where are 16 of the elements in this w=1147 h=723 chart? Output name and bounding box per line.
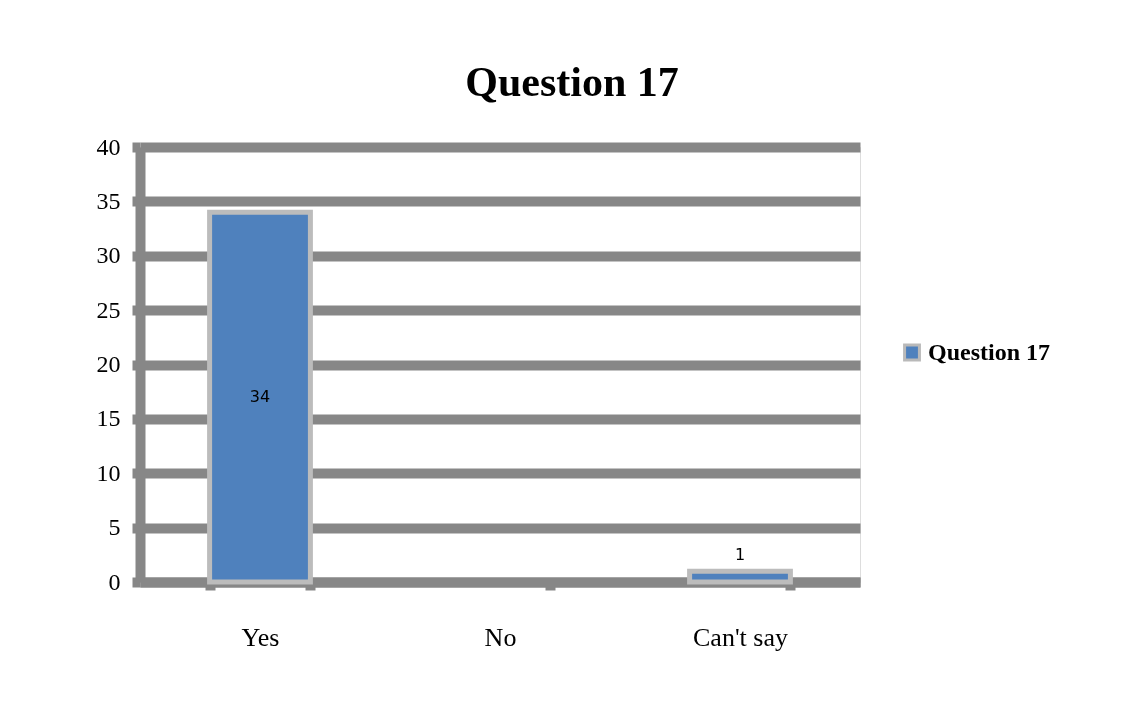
chart-title: Question 17	[465, 59, 679, 105]
y-tick-label: 15	[96, 405, 121, 432]
y-tick-label: 40	[96, 133, 121, 160]
legend-label: Question 17	[928, 338, 1051, 365]
y-tick-label: 25	[96, 296, 121, 323]
x-tick-label: Yes	[241, 622, 280, 652]
y-tick-label: 35	[96, 187, 121, 214]
y-tick-label: 0	[108, 568, 121, 595]
x-tick-label: No	[484, 622, 517, 652]
x-tick-label: Can't say	[693, 622, 788, 652]
y-tick-label: 10	[96, 459, 121, 486]
y-tick-label: 20	[96, 351, 121, 377]
y-tick-label: 30	[96, 242, 121, 269]
data-label: 34	[249, 387, 271, 407]
y-tick-label: 5	[108, 514, 121, 541]
data-label: 1	[734, 545, 746, 565]
